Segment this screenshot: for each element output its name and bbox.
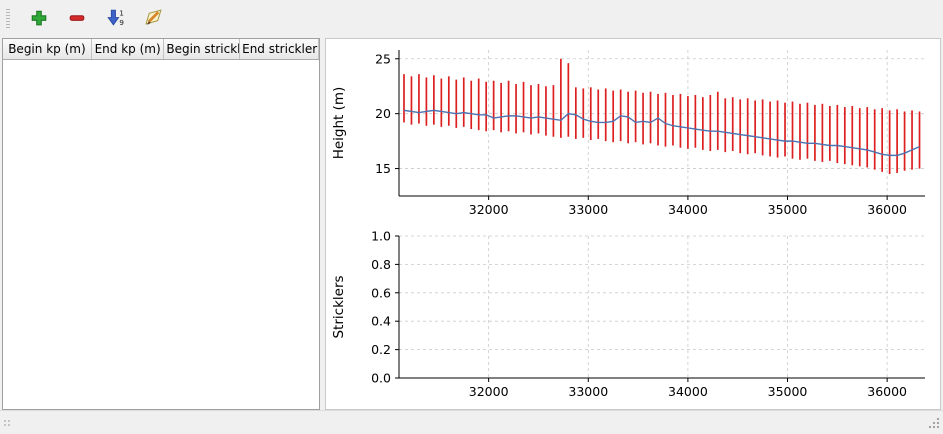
status-bar: [0, 410, 943, 434]
plus-icon: [30, 9, 48, 30]
svg-text:0.2: 0.2: [371, 342, 391, 357]
resize-grip[interactable]: [928, 416, 941, 432]
column-header-begin-kp[interactable]: Begin kp (m): [3, 39, 92, 60]
svg-text:9: 9: [119, 18, 124, 27]
svg-text:15: 15: [375, 161, 391, 176]
svg-text:1: 1: [119, 8, 124, 17]
svg-text:32000: 32000: [469, 384, 509, 399]
svg-text:36000: 36000: [867, 384, 907, 399]
main-area: Begin kp (m) End kp (m) Begin strickler …: [0, 38, 943, 410]
sort-numeric-icon: 1 9: [106, 8, 125, 30]
column-header-end-strickler[interactable]: End strickler: [239, 39, 319, 60]
strickler-table: Begin kp (m) End kp (m) Begin strickler …: [3, 39, 319, 60]
table-header-row: Begin kp (m) End kp (m) Begin strickler …: [3, 39, 319, 60]
minus-icon: [68, 9, 86, 30]
svg-text:0.8: 0.8: [371, 257, 391, 272]
edit-button[interactable]: [140, 6, 166, 32]
stricklers-chart: 32000 33000 34000 35000 36000 0.0 0.2 0.4 0.6 0.8…: [327, 226, 939, 408]
statusbar-dots: [3, 417, 13, 431]
svg-text:34000: 34000: [668, 202, 708, 217]
svg-text:20: 20: [375, 106, 391, 121]
chart-panel: 32000 33000 34000 35000 36000 15 20 25 Height (m…: [325, 38, 941, 410]
add-row-button[interactable]: [26, 6, 52, 32]
column-header-begin-strickler[interactable]: Begin strickler: [163, 39, 241, 60]
svg-text:33000: 33000: [568, 384, 608, 399]
svg-text:0.4: 0.4: [371, 314, 391, 329]
svg-text:25: 25: [375, 51, 391, 66]
column-header-end-kp[interactable]: End kp (m): [91, 39, 165, 60]
remove-row-button[interactable]: [64, 6, 90, 32]
svg-text:36000: 36000: [867, 202, 907, 217]
svg-text:Height (m): Height (m): [331, 87, 347, 160]
pencil-icon: [144, 8, 163, 30]
svg-text:34000: 34000: [668, 384, 708, 399]
svg-text:35000: 35000: [768, 384, 808, 399]
toolbar-grip[interactable]: [6, 9, 10, 29]
svg-text:1.0: 1.0: [371, 229, 391, 244]
toolbar: 1 9: [0, 0, 943, 38]
svg-text:35000: 35000: [768, 202, 808, 217]
svg-text:32000: 32000: [469, 202, 509, 217]
svg-text:33000: 33000: [568, 202, 608, 217]
svg-text:0.0: 0.0: [371, 371, 391, 386]
height-profile-chart: 32000 33000 34000 35000 36000 15 20 25 Height (m…: [327, 40, 939, 226]
svg-text:Stricklers: Stricklers: [331, 275, 347, 338]
svg-text:0.6: 0.6: [371, 285, 391, 300]
sort-rows-button[interactable]: 1 9: [102, 6, 128, 32]
strickler-table-panel: Begin kp (m) End kp (m) Begin strickler …: [2, 38, 320, 410]
